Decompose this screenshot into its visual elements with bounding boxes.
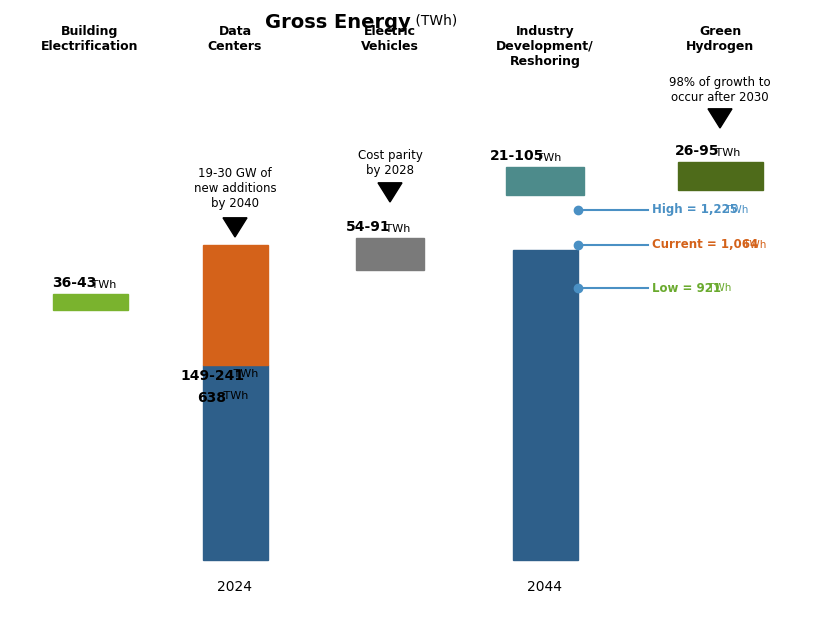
Text: TWh: TWh — [739, 240, 766, 250]
Text: Building
Electrification: Building Electrification — [41, 25, 139, 53]
Text: 638: 638 — [197, 391, 226, 405]
Text: 2024: 2024 — [217, 580, 253, 594]
Bar — [512, 250, 577, 560]
Text: 98% of growth to
occur after 2030: 98% of growth to occur after 2030 — [669, 76, 771, 104]
Text: TWh: TWh — [722, 205, 748, 215]
Bar — [202, 365, 268, 560]
Text: TWh: TWh — [220, 391, 248, 401]
Text: TWh: TWh — [230, 369, 259, 379]
Text: (TWh): (TWh) — [411, 13, 458, 27]
Bar — [53, 294, 127, 310]
Text: Green
Hydrogen: Green Hydrogen — [686, 25, 754, 53]
Text: 36-43: 36-43 — [52, 276, 97, 290]
Text: TWh: TWh — [534, 153, 562, 163]
Text: TWh: TWh — [705, 283, 731, 293]
Text: TWh: TWh — [88, 280, 116, 290]
Text: Industry
Development/
Reshoring: Industry Development/ Reshoring — [496, 25, 594, 68]
Text: 26-95: 26-95 — [675, 144, 719, 158]
Text: 19-30 GW of
new additions
by 2040: 19-30 GW of new additions by 2040 — [193, 167, 277, 210]
Text: Cost parity
by 2028: Cost parity by 2028 — [358, 149, 422, 177]
Bar — [677, 162, 762, 190]
Text: Current = 1,064: Current = 1,064 — [653, 239, 759, 252]
Text: 2044: 2044 — [528, 580, 563, 594]
Text: Electric
Vehicles: Electric Vehicles — [361, 25, 419, 53]
Text: High = 1,225: High = 1,225 — [653, 203, 738, 216]
Bar — [202, 245, 268, 365]
Bar — [506, 167, 584, 195]
Text: 149-241: 149-241 — [180, 369, 244, 383]
Bar — [356, 238, 424, 270]
Polygon shape — [378, 183, 402, 202]
Text: TWh: TWh — [382, 224, 411, 234]
Text: 54-91: 54-91 — [346, 220, 391, 234]
Polygon shape — [223, 218, 247, 237]
Polygon shape — [708, 108, 732, 128]
Text: Low = 921: Low = 921 — [653, 281, 721, 294]
Text: 21-105: 21-105 — [490, 149, 544, 163]
Text: TWh: TWh — [713, 148, 741, 158]
Text: Gross Energy: Gross Energy — [265, 13, 411, 32]
Text: Data
Centers: Data Centers — [208, 25, 262, 53]
